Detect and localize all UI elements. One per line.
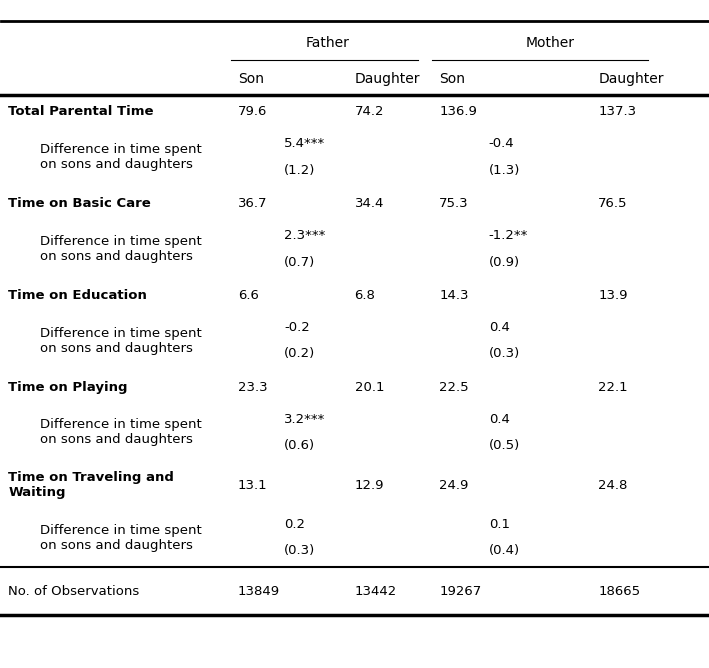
Text: No. of Observations: No. of Observations <box>9 585 140 598</box>
Text: (1.2): (1.2) <box>284 164 316 177</box>
Text: 18665: 18665 <box>598 585 640 598</box>
Text: Son: Son <box>440 72 465 86</box>
Text: -1.2**: -1.2** <box>489 229 528 242</box>
Text: -0.2: -0.2 <box>284 321 310 334</box>
Text: Total Parental Time: Total Parental Time <box>9 106 154 118</box>
Text: 20.1: 20.1 <box>354 381 384 393</box>
Text: 24.8: 24.8 <box>598 478 627 492</box>
Text: 0.1: 0.1 <box>489 518 510 531</box>
Text: 0.4: 0.4 <box>489 321 510 334</box>
Text: Father: Father <box>306 35 350 49</box>
Text: Difference in time spent
on sons and daughters: Difference in time spent on sons and dau… <box>40 143 202 171</box>
Text: Mother: Mother <box>526 35 575 49</box>
Text: (0.9): (0.9) <box>489 256 520 269</box>
Text: 137.3: 137.3 <box>598 106 636 118</box>
Text: 75.3: 75.3 <box>440 197 469 210</box>
Text: 34.4: 34.4 <box>354 197 384 210</box>
Text: 14.3: 14.3 <box>440 289 469 302</box>
Text: Time on Traveling and
Waiting: Time on Traveling and Waiting <box>9 471 174 499</box>
Text: Time on Playing: Time on Playing <box>9 381 128 393</box>
Text: 74.2: 74.2 <box>354 106 384 118</box>
Text: 13.9: 13.9 <box>598 289 627 302</box>
Text: 0.2: 0.2 <box>284 518 305 531</box>
Text: (0.3): (0.3) <box>284 544 315 557</box>
Text: (0.2): (0.2) <box>284 347 315 361</box>
Text: Difference in time spent
on sons and daughters: Difference in time spent on sons and dau… <box>40 235 202 263</box>
Text: 79.6: 79.6 <box>238 106 267 118</box>
Text: (0.5): (0.5) <box>489 440 520 452</box>
Text: 136.9: 136.9 <box>440 106 477 118</box>
Text: 5.4***: 5.4*** <box>284 137 325 150</box>
Text: 36.7: 36.7 <box>238 197 267 210</box>
Text: 6.6: 6.6 <box>238 289 259 302</box>
Text: Time on Education: Time on Education <box>9 289 147 302</box>
Text: (1.3): (1.3) <box>489 164 520 177</box>
Text: 22.1: 22.1 <box>598 381 627 393</box>
Text: 22.5: 22.5 <box>440 381 469 393</box>
Text: (0.6): (0.6) <box>284 440 315 452</box>
Text: 76.5: 76.5 <box>598 197 627 210</box>
Text: 13442: 13442 <box>354 585 397 598</box>
Text: Time on Basic Care: Time on Basic Care <box>9 197 151 210</box>
Text: Daughter: Daughter <box>598 72 664 86</box>
Text: Difference in time spent
on sons and daughters: Difference in time spent on sons and dau… <box>40 524 202 552</box>
Text: (0.3): (0.3) <box>489 347 520 361</box>
Text: 3.2***: 3.2*** <box>284 413 325 426</box>
Text: 2.3***: 2.3*** <box>284 229 325 242</box>
Text: Daughter: Daughter <box>354 72 420 86</box>
Text: (0.4): (0.4) <box>489 544 520 557</box>
Text: 24.9: 24.9 <box>440 478 469 492</box>
Text: Difference in time spent
on sons and daughters: Difference in time spent on sons and dau… <box>40 418 202 446</box>
Text: 23.3: 23.3 <box>238 381 267 393</box>
Text: 0.4: 0.4 <box>489 413 510 426</box>
Text: Son: Son <box>238 72 264 86</box>
Text: -0.4: -0.4 <box>489 137 514 150</box>
Text: 19267: 19267 <box>440 585 481 598</box>
Text: (0.7): (0.7) <box>284 256 315 269</box>
Text: 13.1: 13.1 <box>238 478 267 492</box>
Text: Difference in time spent
on sons and daughters: Difference in time spent on sons and dau… <box>40 327 202 355</box>
Text: 6.8: 6.8 <box>354 289 375 302</box>
Text: 12.9: 12.9 <box>354 478 384 492</box>
Text: 13849: 13849 <box>238 585 280 598</box>
